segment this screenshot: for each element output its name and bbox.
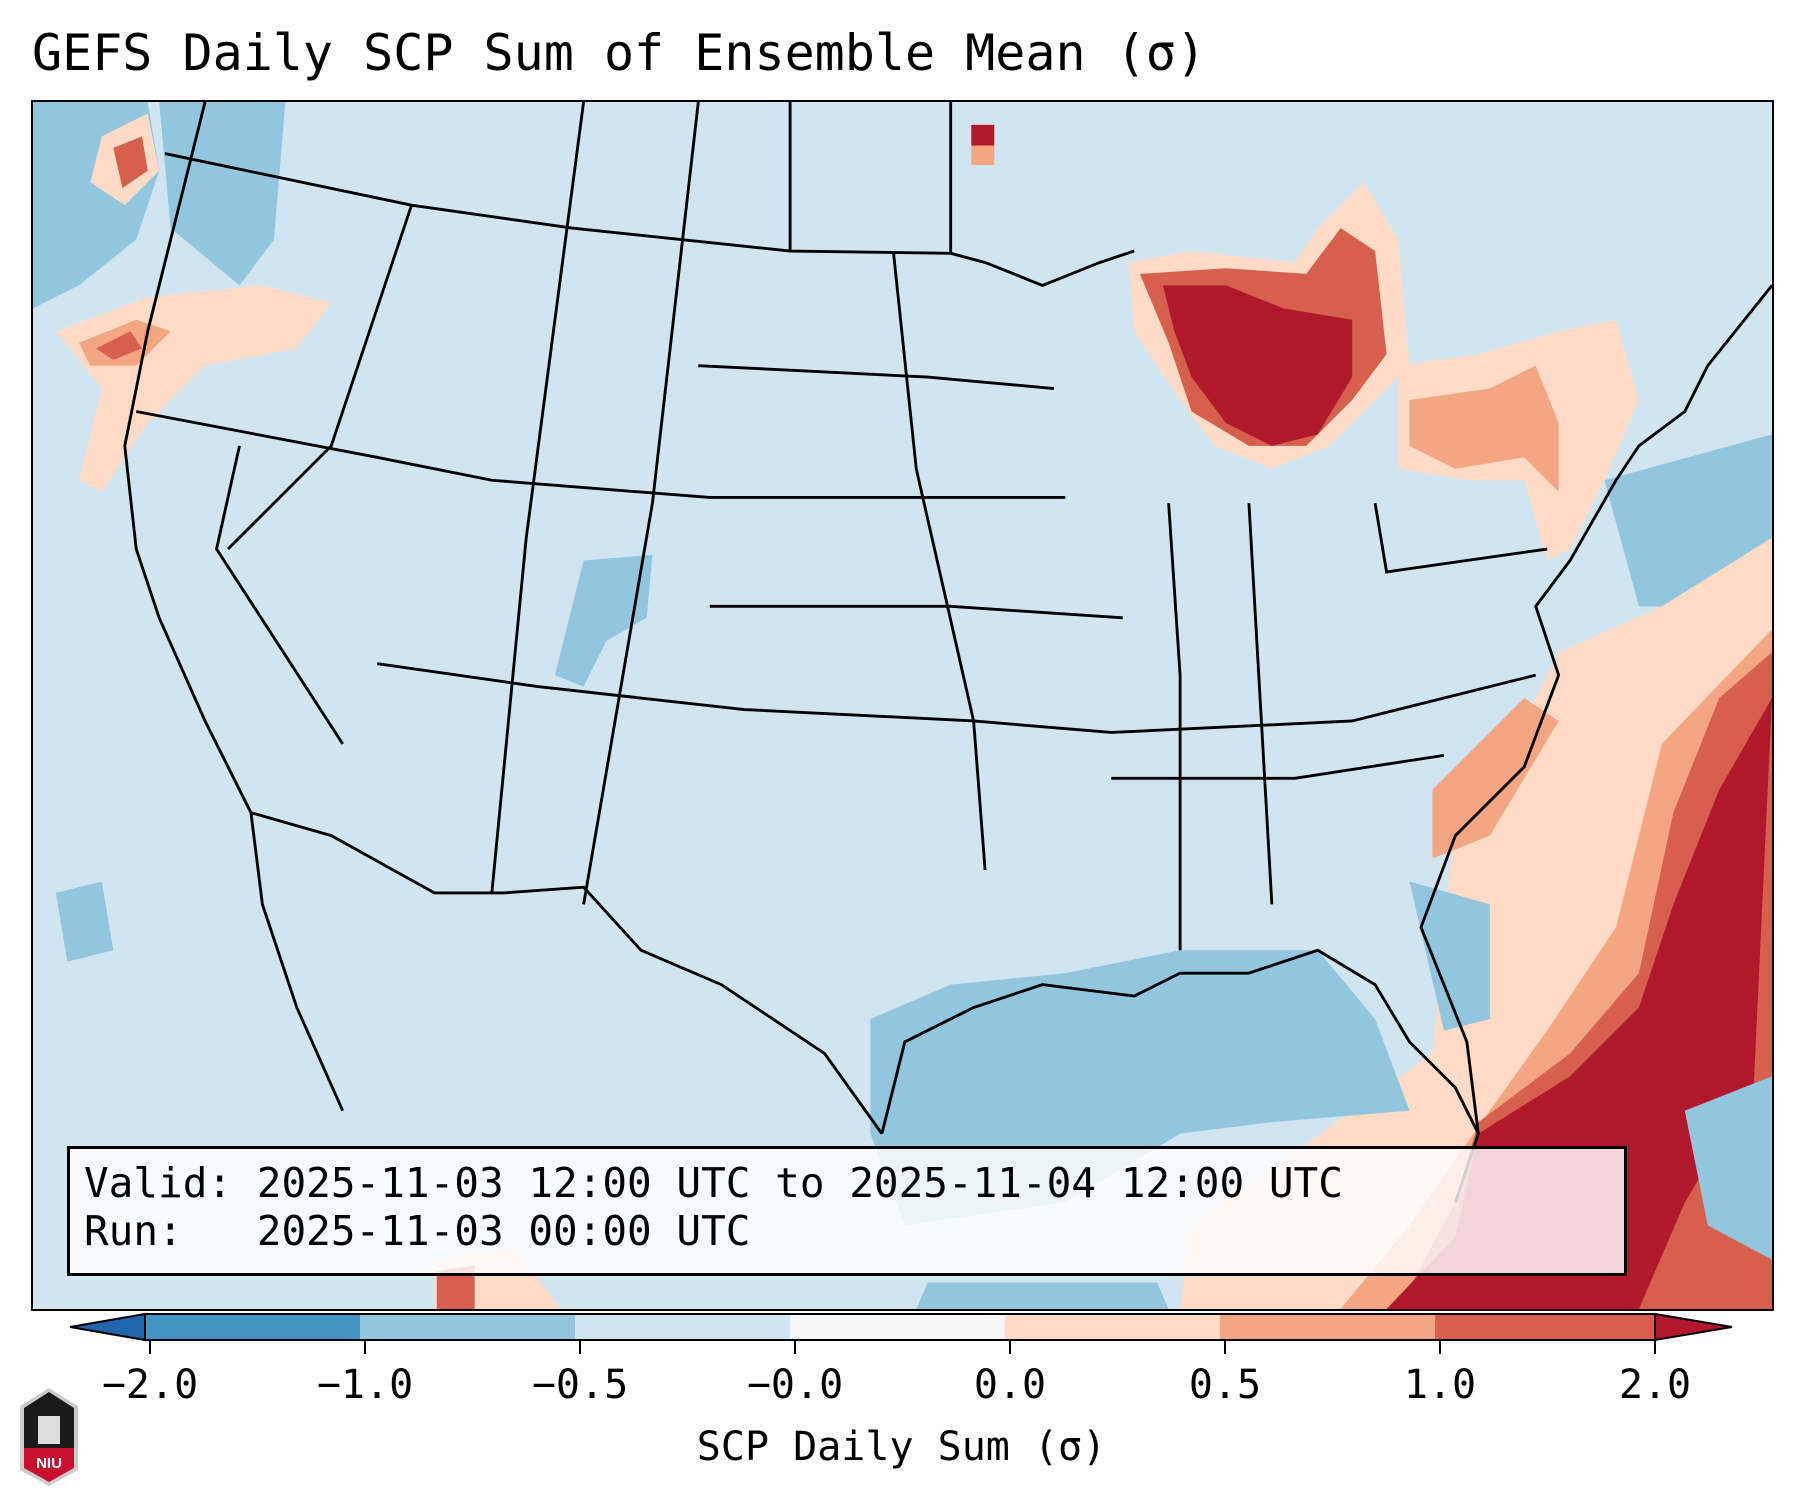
- run-time-text: Run: 2025-11-03 00:00 UTC: [84, 1207, 751, 1255]
- state-line-2: [376, 662, 1537, 734]
- colorbar-tick-label: −1.0: [316, 1362, 414, 1408]
- mexico-border: [250, 811, 884, 1135]
- colorbar-tick-mark: [1224, 1340, 1226, 1354]
- atlantic-negative: [1604, 434, 1772, 607]
- colorbar-label: SCP Daily Sum (σ): [696, 1424, 1107, 1470]
- colorbar-tick-mark: [1654, 1340, 1656, 1354]
- state-line-15: [1373, 502, 1548, 574]
- state-line-13: [1167, 503, 1182, 951]
- oregon-positive-core2: [96, 331, 142, 360]
- northeast-moderate: [1409, 365, 1559, 492]
- state-line-7: [215, 445, 344, 745]
- state-line-11: [709, 604, 1123, 620]
- figure-title: GEFS Daily SCP Sum of Ensemble Mean (σ): [32, 24, 1206, 82]
- logo-text: NIU: [36, 1455, 62, 1472]
- state-line-14: [1247, 503, 1274, 905]
- bahamas-negative: [1684, 1076, 1772, 1260]
- west-coast: [123, 102, 345, 1112]
- florida-atlantic-negative: [1409, 881, 1490, 1031]
- us-canada-border: [164, 152, 1135, 287]
- state-line-10: [698, 364, 1055, 390]
- minnesota-core: [971, 124, 995, 146]
- niu-logo: NIU: [20, 1388, 78, 1486]
- colorbar-tick-label: −0.5: [531, 1362, 629, 1408]
- colorbar-tick-label: 0.0: [973, 1362, 1047, 1408]
- colorbar-tick-mark: [794, 1340, 796, 1354]
- colorbar-bin: [145, 1314, 360, 1340]
- colorbar-tick-mark: [1009, 1340, 1011, 1354]
- colorbar-extend-low: [70, 1312, 146, 1342]
- colorbar-tick-mark: [579, 1340, 581, 1354]
- colorbar-tick-mark: [1439, 1340, 1441, 1354]
- colorbar-tick-mark: [149, 1340, 151, 1354]
- colorbar-bin: [360, 1314, 575, 1340]
- colorbar-bin: [790, 1314, 1005, 1340]
- oregon-positive: [55, 285, 332, 492]
- map-panel: [31, 100, 1774, 1311]
- colorbar-extend-high: [1654, 1312, 1733, 1342]
- colorbar-bin: [1005, 1314, 1220, 1340]
- colorbar: [70, 1312, 1733, 1342]
- colorbar-tick-label: 2.0: [1618, 1362, 1692, 1408]
- colorbar-tick-label: −0.0: [746, 1362, 844, 1408]
- state-line-1: [135, 410, 1066, 499]
- carolina-positive: [1432, 698, 1559, 859]
- state-line-12: [1111, 753, 1445, 780]
- colorbar-tick-label: 0.5: [1188, 1362, 1262, 1408]
- valid-time-text: Valid: 2025-11-03 12:00 UTC to 2025-11-0…: [84, 1159, 1343, 1207]
- colorbar-bin: [1220, 1314, 1435, 1340]
- colorbar-bin: [575, 1314, 790, 1340]
- colorbar-tick-label: 1.0: [1403, 1362, 1477, 1408]
- pacific-positive-core: [113, 136, 148, 188]
- east-coast: [1419, 284, 1772, 1134]
- boundary-lines: [123, 102, 1772, 1203]
- valid-time-box: Valid: 2025-11-03 12:00 UTC to 2025-11-0…: [67, 1146, 1627, 1276]
- state-line-4: [490, 102, 586, 894]
- colorbar-bin: [1435, 1314, 1655, 1340]
- colorbar-tick-label: −2.0: [101, 1362, 199, 1408]
- mexico-positive-core: [436, 1265, 475, 1309]
- state-line-5: [891, 250, 987, 871]
- gulf-coast: [880, 948, 1480, 1203]
- mexico-negative: [55, 881, 114, 962]
- colorado-negative: [554, 554, 653, 687]
- colorbar-tick-mark: [364, 1340, 366, 1354]
- mexico-gulf-negative: [916, 1282, 1169, 1309]
- pacific-nw-region: [159, 102, 286, 286]
- scp-field-map: [33, 102, 1772, 1309]
- state-line-3: [582, 102, 700, 905]
- great-lakes-core: [1162, 285, 1353, 446]
- colorbar-outline: [144, 1313, 1656, 1341]
- state-line-6: [226, 204, 413, 551]
